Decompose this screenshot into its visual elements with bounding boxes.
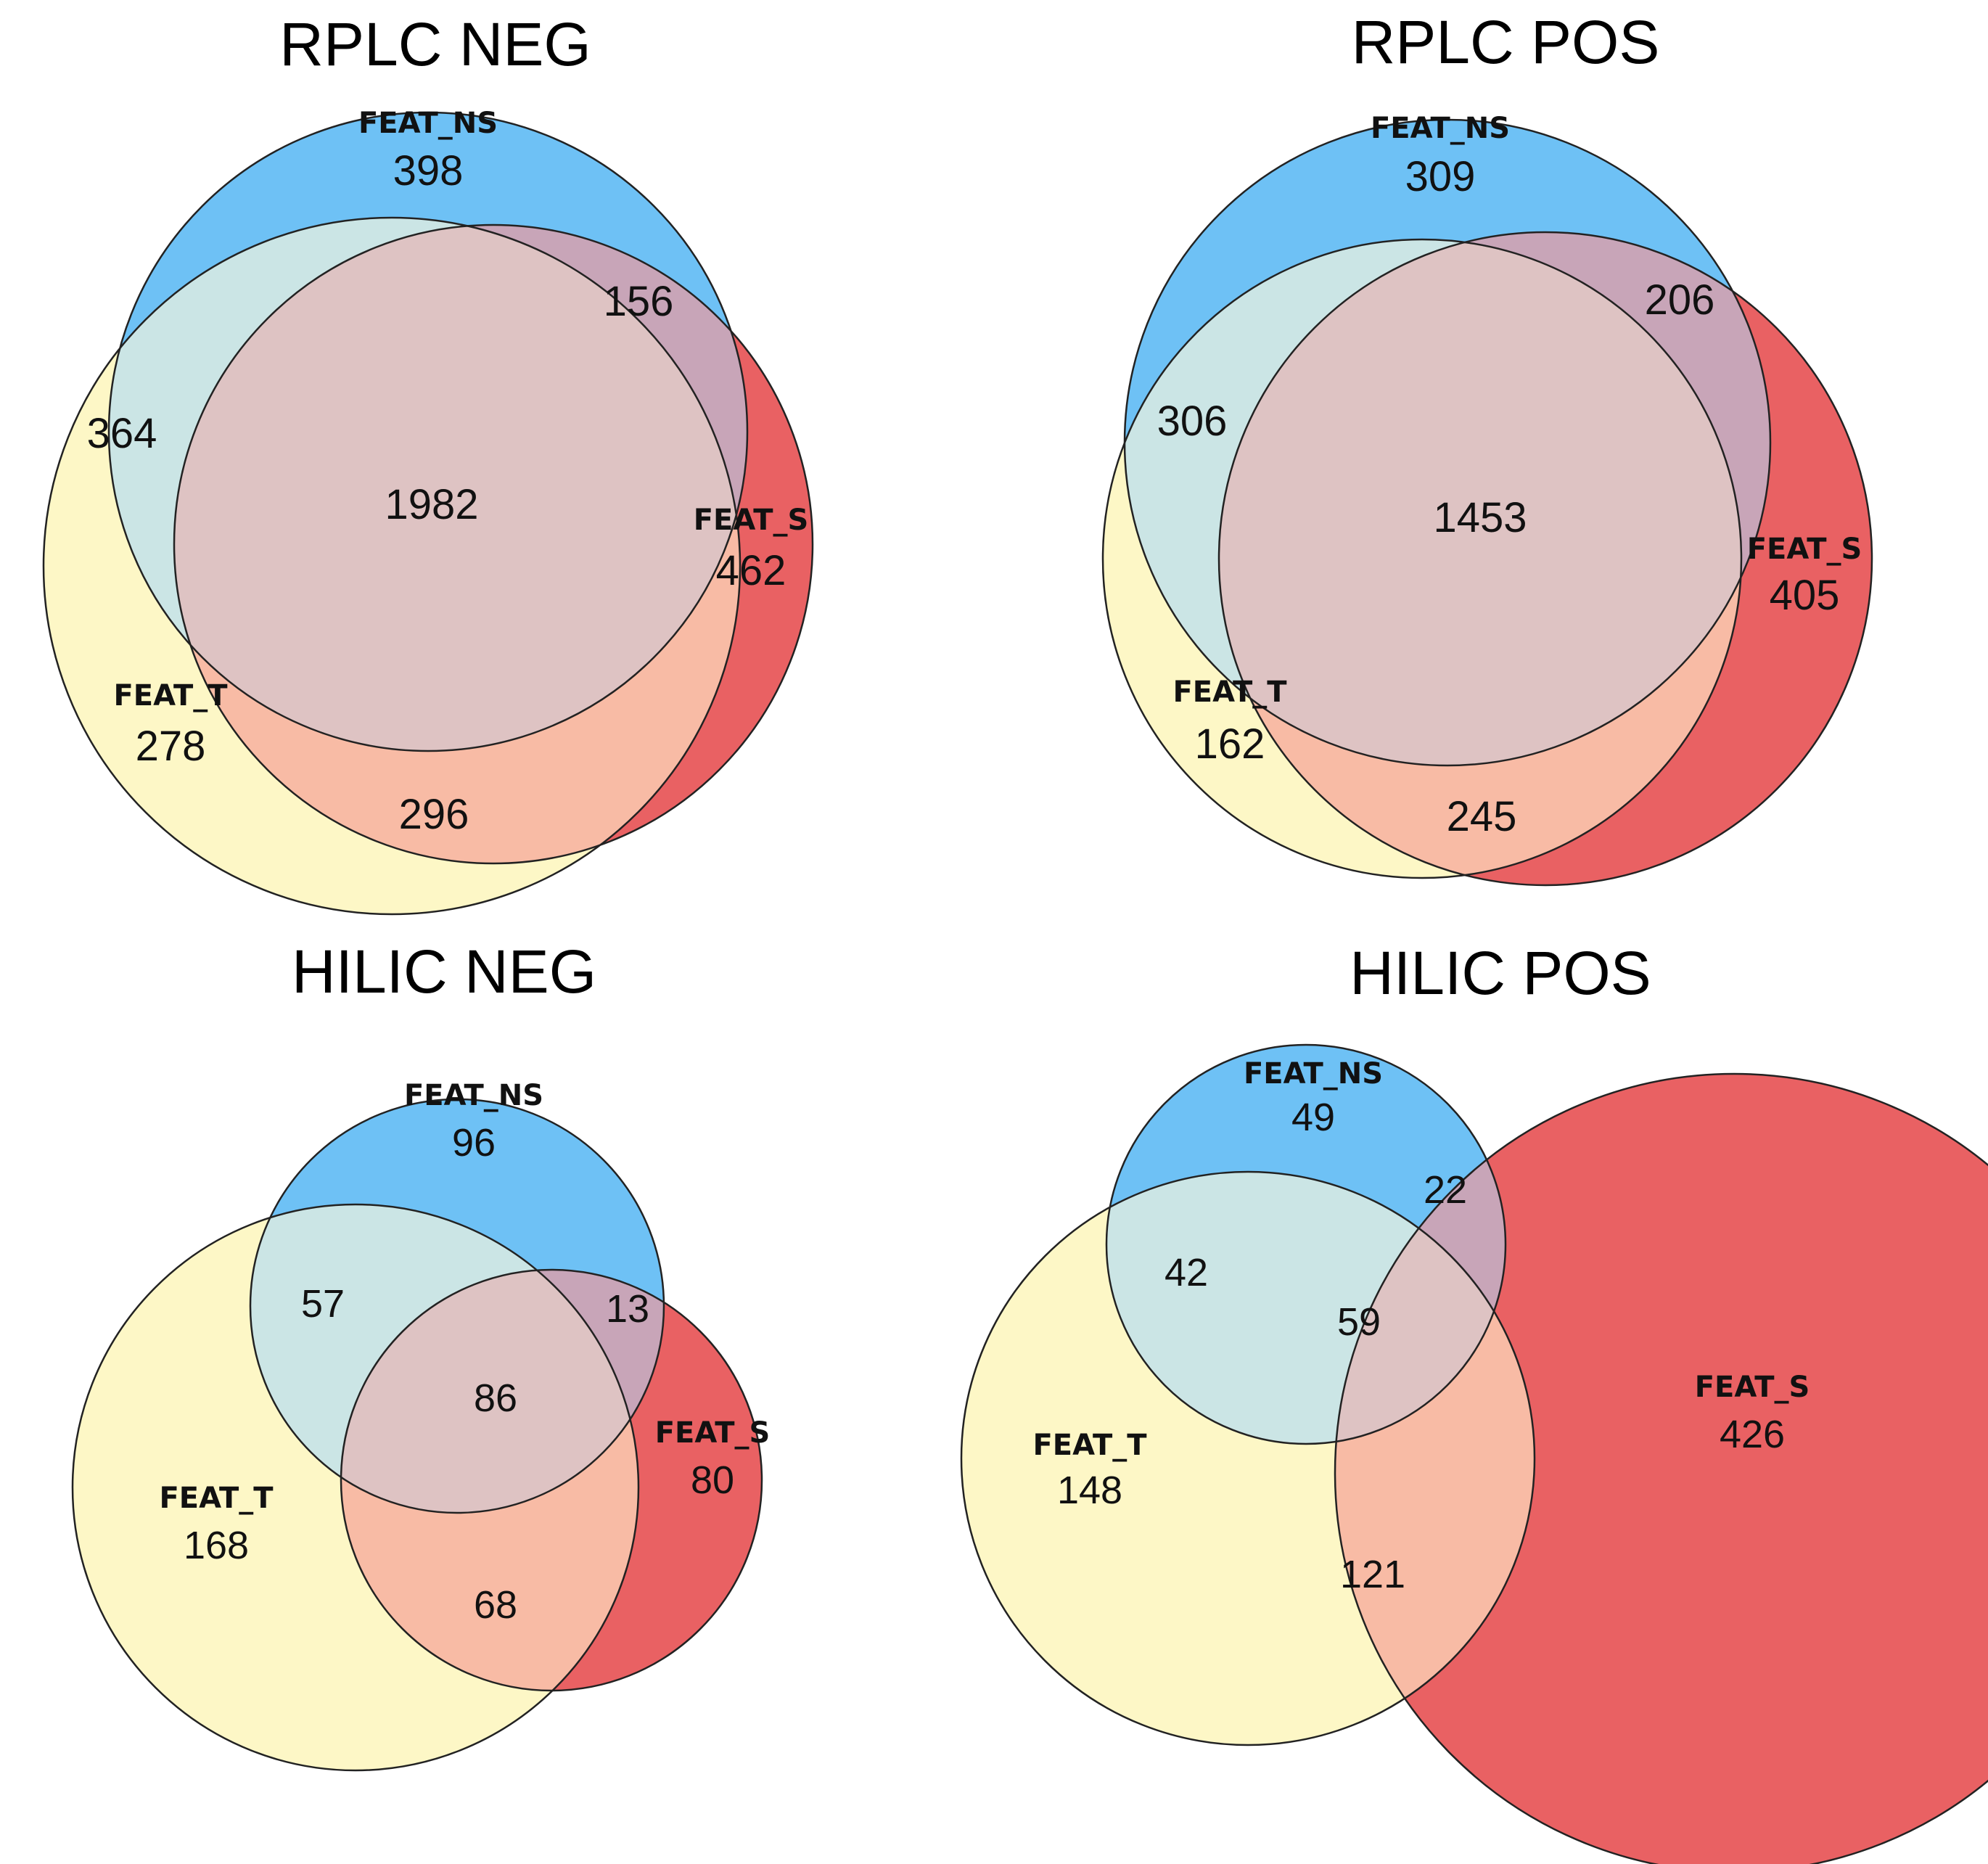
s-only-count: 426 [1720,1413,1785,1456]
s-only-count: 80 [691,1458,734,1502]
ns-only-count: 49 [1291,1096,1335,1139]
all-count: 1453 [1433,494,1527,541]
feat-s-label: FEAT_S [1747,533,1862,566]
s-t-count: 245 [1447,793,1517,840]
panel-title: HILIC POS [1350,939,1651,1007]
panel-hilic-neg: HILIC NEG FEAT_NS 96 57 13 86 FEAT_S 80 … [71,937,771,1772]
panel-title: RPLC POS [1352,8,1660,76]
feat-t-label: FEAT_T [113,679,228,713]
t-only-count: 168 [184,1524,249,1567]
panel-title: HILIC NEG [292,937,596,1006]
ns-s-count: 13 [606,1287,649,1331]
feat-s-label: FEAT_S [1695,1371,1810,1404]
s-t-count: 68 [474,1583,517,1627]
ns-only-count: 309 [1405,153,1476,200]
t-only-count: 148 [1057,1469,1122,1512]
ns-s-count: 156 [604,278,674,325]
feat-s-label: FEAT_S [694,504,809,537]
feat-t-label: FEAT_T [1172,676,1287,709]
ns-t-count: 57 [301,1282,345,1326]
ns-only-count: 398 [393,147,464,194]
s-t-count: 121 [1340,1553,1405,1596]
feat-s-label: FEAT_S [655,1416,771,1450]
t-only-count: 162 [1195,720,1265,768]
t-only-count: 278 [136,723,206,770]
s-t-count: 296 [399,791,469,838]
feat-ns-label: FEAT_NS [1371,112,1510,145]
panel-hilic-pos: HILIC POS FEAT_NS 49 22 42 59 FEAT_S 426… [960,939,1988,1864]
all-count: 1982 [385,481,478,528]
ns-t-count: 364 [87,410,157,457]
ns-s-count: 22 [1424,1168,1467,1212]
feat-ns-label: FEAT_NS [358,107,498,140]
panel-title: RPLC NEG [279,10,591,78]
ns-s-count: 206 [1645,276,1715,324]
s-only-count: 405 [1770,572,1840,619]
s-only-count: 462 [716,547,786,594]
ns-t-count: 306 [1157,398,1228,445]
feat-t-label: FEAT_T [1032,1429,1147,1462]
feat-ns-label: FEAT_NS [404,1079,543,1112]
feat-ns-label: FEAT_NS [1244,1057,1383,1091]
panel-rplc-neg: RPLC NEG FEAT_NS 398 156 364 1982 FEAT_S… [42,10,814,916]
ns-only-count: 96 [452,1121,496,1165]
panel-rplc-pos: RPLC POS FEAT_NS 309 206 306 1453 FEAT_S… [1101,8,1873,887]
all-count: 86 [474,1376,517,1420]
all-count: 59 [1337,1300,1381,1344]
ns-t-count: 42 [1165,1251,1208,1294]
all-overlap [1335,1172,1506,1444]
feat-t-label: FEAT_T [159,1482,274,1515]
